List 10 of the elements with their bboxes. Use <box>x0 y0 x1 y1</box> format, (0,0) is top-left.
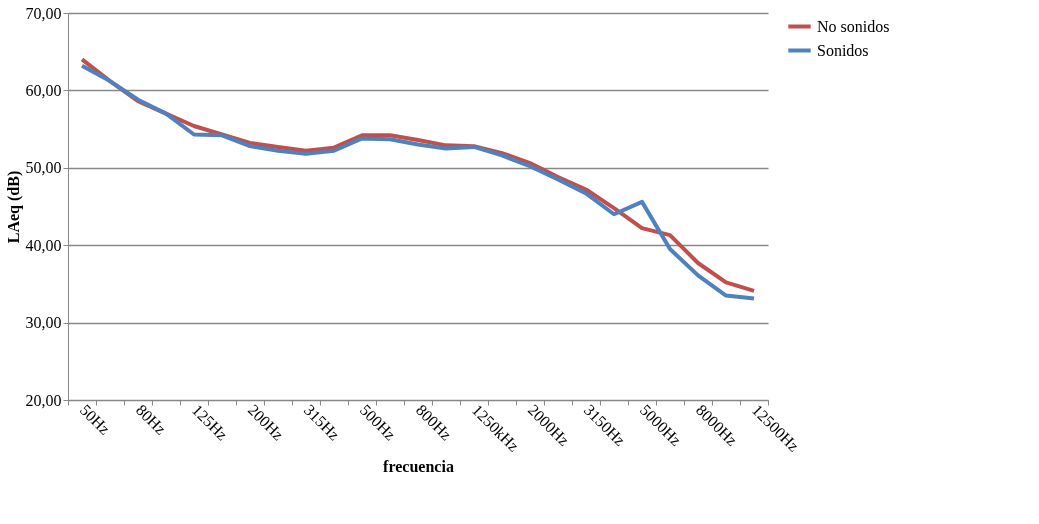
y-tick-label: 30,00 <box>25 314 62 332</box>
y-axis-title: LAeq (dB) <box>4 170 23 244</box>
y-tick-label: 20,00 <box>25 391 62 409</box>
y-tick-label: 50,00 <box>25 159 62 177</box>
y-tick-label: 60,00 <box>25 81 62 99</box>
x-axis-title: frecuencia <box>383 457 454 475</box>
y-tick-label: 40,00 <box>25 236 62 254</box>
legend-label: Sonidos <box>817 41 869 59</box>
legend-label: No sonidos <box>817 17 890 35</box>
y-tick-label: 70,00 <box>25 4 62 22</box>
